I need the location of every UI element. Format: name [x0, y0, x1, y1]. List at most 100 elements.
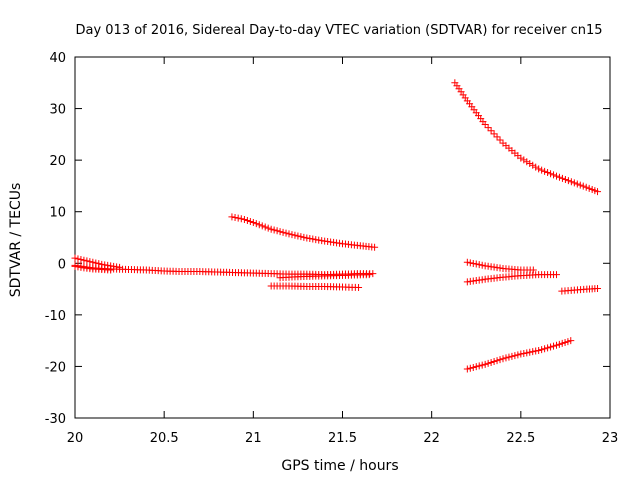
series-arc-8: [463, 258, 537, 274]
data-point: [369, 270, 377, 278]
data-point: [553, 341, 560, 349]
data-point: [312, 236, 320, 244]
data-point: [550, 342, 558, 350]
data-point: [267, 225, 275, 233]
data-point: [83, 257, 91, 265]
x-tick-label: 21.5: [328, 431, 357, 446]
data-point: [547, 170, 555, 178]
data-point: [291, 231, 299, 239]
data-point: [517, 350, 525, 358]
data-point: [523, 158, 531, 166]
data-point: [261, 223, 269, 231]
data-point: [487, 358, 495, 366]
data-point: [279, 228, 287, 236]
y-tick-label: -20: [45, 360, 66, 375]
data-point: [538, 346, 546, 354]
data-point: [481, 121, 489, 129]
data-point: [567, 337, 575, 345]
data-point: [478, 361, 486, 369]
data-point: [567, 178, 575, 186]
y-tick-label: 40: [49, 51, 66, 66]
y-tick-label: -30: [45, 412, 66, 427]
data-point: [466, 364, 474, 372]
data-point: [535, 346, 543, 354]
data-point: [258, 222, 266, 230]
data-point: [252, 220, 260, 228]
data-point: [484, 359, 492, 367]
data-point: [535, 165, 543, 173]
data-point: [475, 362, 483, 370]
data-point: [228, 213, 236, 221]
data-point: [86, 258, 94, 266]
data-point: [564, 177, 572, 185]
y-tick-label: 0: [58, 257, 66, 272]
data-point: [318, 237, 326, 245]
data-point: [478, 261, 486, 269]
data-point: [582, 183, 590, 191]
data-point: [264, 224, 272, 232]
plot-frame: [74, 56, 611, 419]
data-point: [493, 133, 501, 141]
data-point: [80, 256, 88, 264]
data-point: [270, 226, 278, 234]
data-point: [490, 358, 498, 366]
data-point: [576, 181, 584, 189]
series-arc-1: [71, 254, 124, 271]
data-point: [508, 352, 516, 360]
data-point: [553, 271, 560, 279]
data-point: [463, 258, 471, 266]
data-point: [547, 343, 555, 351]
data-point: [107, 266, 115, 274]
data-point: [532, 163, 540, 171]
data-point: [564, 338, 572, 346]
y-tick-label: 10: [49, 206, 66, 221]
data-point: [249, 219, 257, 227]
data-point: [472, 260, 480, 268]
data-point: [234, 214, 242, 222]
data-point: [273, 227, 281, 235]
y-tick-label: -10: [45, 309, 66, 324]
x-axis-label: GPS time / hours: [281, 458, 398, 474]
data-point: [570, 179, 578, 187]
data-point: [499, 355, 507, 363]
data-point: [544, 169, 552, 177]
data-point: [484, 124, 492, 132]
data-point: [297, 233, 305, 241]
data-point: [246, 218, 254, 226]
data-point: [237, 215, 245, 223]
data-point: [517, 154, 525, 162]
data-point: [541, 167, 549, 175]
data-point: [561, 338, 569, 346]
data-point: [493, 357, 501, 365]
data-point: [300, 233, 308, 241]
data-point: [481, 360, 489, 368]
data-point: [555, 340, 563, 348]
data-point: [285, 230, 293, 238]
data-point: [579, 182, 587, 190]
x-tick-label: 21: [245, 431, 262, 446]
data-point: [466, 259, 474, 267]
y-tick-label: 20: [49, 154, 66, 169]
data-point: [538, 166, 546, 174]
data-point: [365, 271, 373, 279]
data-point: [585, 184, 593, 192]
data-point: [469, 363, 477, 371]
data-point: [594, 188, 602, 196]
data-point: [558, 174, 566, 182]
series-arc-7: [451, 79, 602, 196]
series-arc-9: [463, 271, 560, 286]
data-point: [71, 254, 79, 262]
data-point: [573, 180, 581, 188]
data-point: [371, 243, 379, 251]
data-point: [303, 234, 311, 242]
x-tick-label: 20: [67, 431, 84, 446]
y-tick-label: 30: [49, 103, 66, 118]
data-point: [555, 173, 563, 181]
data-point: [553, 172, 560, 180]
data-point: [558, 339, 566, 347]
data-point: [561, 175, 569, 183]
data-point: [243, 216, 251, 224]
data-point: [514, 351, 522, 359]
x-tick-label: 22.5: [506, 431, 535, 446]
